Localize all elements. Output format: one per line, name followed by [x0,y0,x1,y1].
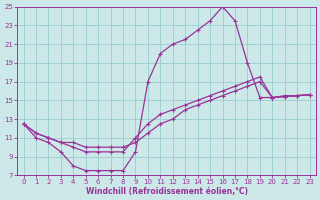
X-axis label: Windchill (Refroidissement éolien,°C): Windchill (Refroidissement éolien,°C) [85,187,248,196]
